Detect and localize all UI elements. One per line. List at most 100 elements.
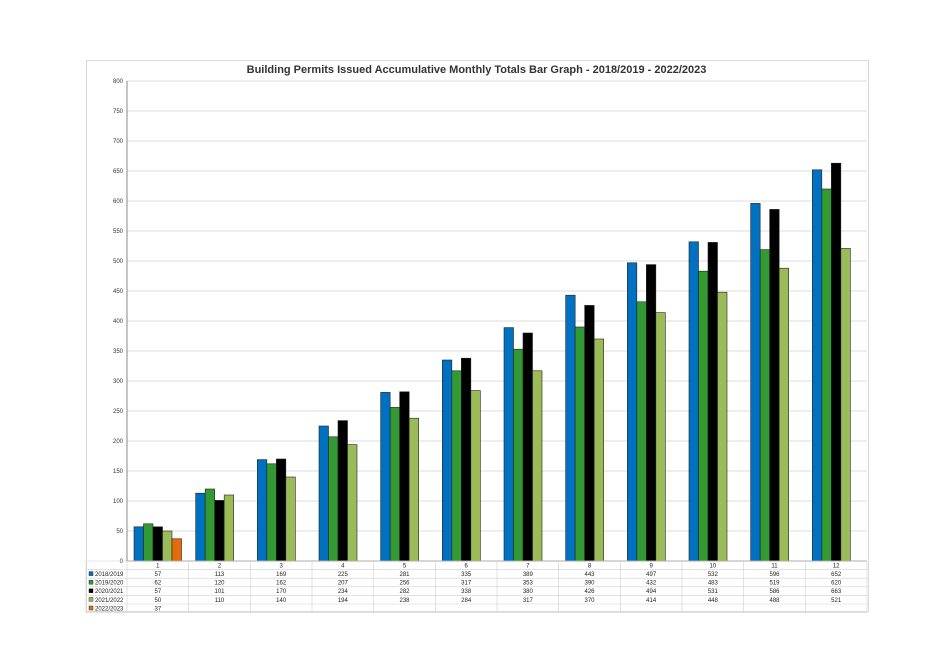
- x-tick-label: 6: [464, 563, 468, 569]
- bar: [812, 169, 823, 562]
- y-tick-label: 550: [113, 229, 124, 235]
- bar: [442, 359, 453, 562]
- y-tick-label: 350: [113, 349, 124, 355]
- legend-entry: 2020/2021: [95, 589, 124, 595]
- bar: [717, 291, 728, 562]
- bar: [408, 417, 419, 562]
- bar: [257, 459, 268, 562]
- y-tick-label: 450: [113, 289, 124, 295]
- gridlines: [127, 80, 867, 562]
- data-label: 256: [399, 581, 410, 587]
- data-label: 519: [769, 581, 780, 587]
- bar: [266, 463, 277, 562]
- data-label: 663: [831, 589, 842, 595]
- y-tick-label: 300: [113, 379, 124, 385]
- x-tick-label: 2: [218, 563, 222, 569]
- bar: [646, 264, 657, 562]
- bar: [204, 488, 215, 562]
- y-tick-label: 400: [113, 319, 124, 325]
- bar: [707, 242, 718, 562]
- data-label: 494: [646, 589, 657, 595]
- bar: [513, 348, 524, 562]
- legend-entry: 2018/2019: [95, 572, 124, 578]
- bar: [171, 538, 182, 562]
- data-label: 338: [461, 589, 472, 595]
- data-label: 282: [399, 589, 410, 595]
- data-label: 57: [154, 572, 161, 578]
- legend-swatch: [88, 588, 94, 593]
- y-tick-label: 650: [113, 169, 124, 175]
- chart-title: Building Permits Issued Accumulative Mon…: [246, 64, 707, 76]
- x-tick-label: 9: [649, 563, 653, 569]
- bar: [840, 248, 851, 562]
- bar: [470, 390, 481, 562]
- bar: [593, 338, 604, 562]
- data-label: 281: [399, 572, 410, 578]
- data-label: 353: [523, 581, 534, 587]
- legend-entry: 2022/2023: [95, 606, 124, 612]
- data-label: 238: [399, 598, 410, 604]
- y-tick-label: 150: [113, 469, 124, 475]
- data-label: 390: [584, 581, 595, 587]
- data-label: 101: [214, 589, 225, 595]
- bar: [195, 492, 206, 562]
- bar: [769, 209, 780, 562]
- data-label: 37: [154, 606, 161, 612]
- bar: [461, 357, 472, 562]
- data-label: 317: [523, 598, 534, 604]
- x-tick-label: 10: [709, 563, 716, 569]
- data-label: 483: [708, 581, 719, 587]
- data-label: 414: [646, 598, 657, 604]
- x-tick-label: 12: [833, 563, 840, 569]
- y-tick-label: 200: [113, 439, 124, 445]
- bar: [759, 249, 770, 562]
- data-label: 389: [523, 572, 534, 578]
- y-axis-ticks: 0 50 100 150 200 250 300 350 400 450 500 550 600 650 7…: [113, 79, 124, 565]
- bar: [276, 458, 287, 562]
- data-label: 113: [215, 572, 225, 578]
- bar: [574, 326, 585, 562]
- data-label: 380: [523, 589, 534, 595]
- data-label: 443: [584, 572, 595, 578]
- y-tick-label: 250: [113, 409, 124, 415]
- bar: [636, 301, 647, 562]
- bar: [380, 392, 391, 562]
- y-tick-label: 800: [113, 79, 124, 85]
- x-tick-label: 1: [156, 563, 160, 569]
- data-label: 234: [338, 589, 349, 595]
- x-tick-label: 8: [588, 563, 592, 569]
- data-label: 426: [584, 589, 595, 595]
- bar: [328, 436, 339, 562]
- bar: [337, 420, 348, 562]
- data-label: 284: [461, 598, 472, 604]
- bar: [688, 241, 699, 562]
- bar: [223, 494, 234, 562]
- bar: [584, 305, 595, 562]
- data-label: 170: [276, 589, 287, 595]
- x-tick-label: 11: [771, 563, 778, 569]
- bar: [152, 526, 163, 562]
- legend-entry: 2019/2020: [95, 581, 124, 587]
- bar: [399, 391, 410, 562]
- data-label: 169: [276, 572, 287, 578]
- bar: [347, 444, 358, 562]
- y-tick-label: 750: [113, 109, 124, 115]
- data-label: 620: [831, 581, 842, 587]
- bar: [285, 476, 296, 562]
- data-label: 532: [708, 572, 719, 578]
- data-label: 317: [461, 581, 472, 587]
- y-tick-label: 0: [120, 559, 124, 565]
- data-label: 448: [708, 598, 719, 604]
- data-label: 57: [154, 589, 161, 595]
- data-label: 521: [831, 598, 842, 604]
- bar: [318, 425, 329, 562]
- legend-swatch: [88, 571, 94, 576]
- y-tick-label: 600: [113, 199, 124, 205]
- data-label: 225: [338, 572, 349, 578]
- data-label: 652: [831, 572, 842, 578]
- data-label: 194: [338, 598, 349, 604]
- bar: [162, 530, 173, 562]
- x-tick-label: 7: [526, 563, 530, 569]
